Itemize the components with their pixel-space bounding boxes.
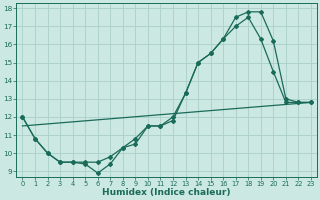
- X-axis label: Humidex (Indice chaleur): Humidex (Indice chaleur): [102, 188, 231, 197]
